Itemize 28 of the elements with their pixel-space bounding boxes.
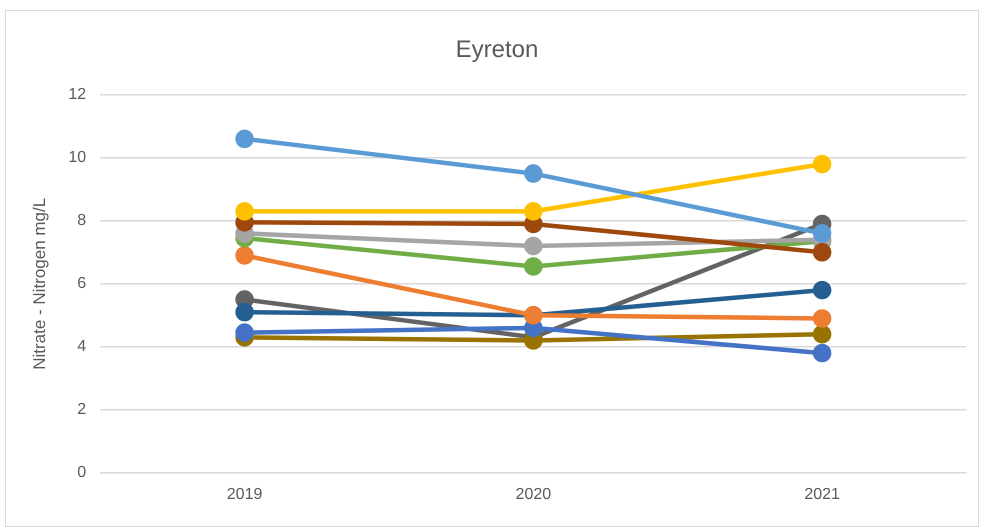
point	[812, 243, 832, 262]
y-tick-label: 10	[68, 149, 86, 166]
point	[524, 164, 543, 183]
y-tick-label: 4	[77, 338, 86, 356]
point	[524, 202, 543, 221]
y-tick-label: 2	[77, 401, 86, 418]
y-tick-label: 0	[77, 464, 86, 482]
point	[524, 257, 543, 276]
point	[812, 154, 832, 174]
x-tick-label: 2021	[804, 486, 840, 503]
point	[235, 130, 254, 148]
point	[235, 302, 254, 322]
x-tick-label: 2019	[226, 486, 262, 503]
point	[812, 224, 832, 243]
point	[812, 280, 832, 300]
y-axis-title: Nitrate - Nitrogen mg/L	[30, 198, 49, 370]
chart-title: Eyreton	[456, 36, 538, 64]
x-tick-label: 2020	[516, 486, 552, 503]
point	[524, 236, 543, 256]
point	[235, 323, 254, 342]
point	[812, 344, 832, 362]
point	[235, 246, 254, 265]
point	[812, 324, 832, 344]
y-tick-label: 8	[77, 212, 86, 230]
y-tick-label: 6	[77, 275, 86, 292]
y-tick-label: 12	[68, 86, 86, 104]
point	[812, 309, 832, 328]
point	[235, 202, 254, 221]
